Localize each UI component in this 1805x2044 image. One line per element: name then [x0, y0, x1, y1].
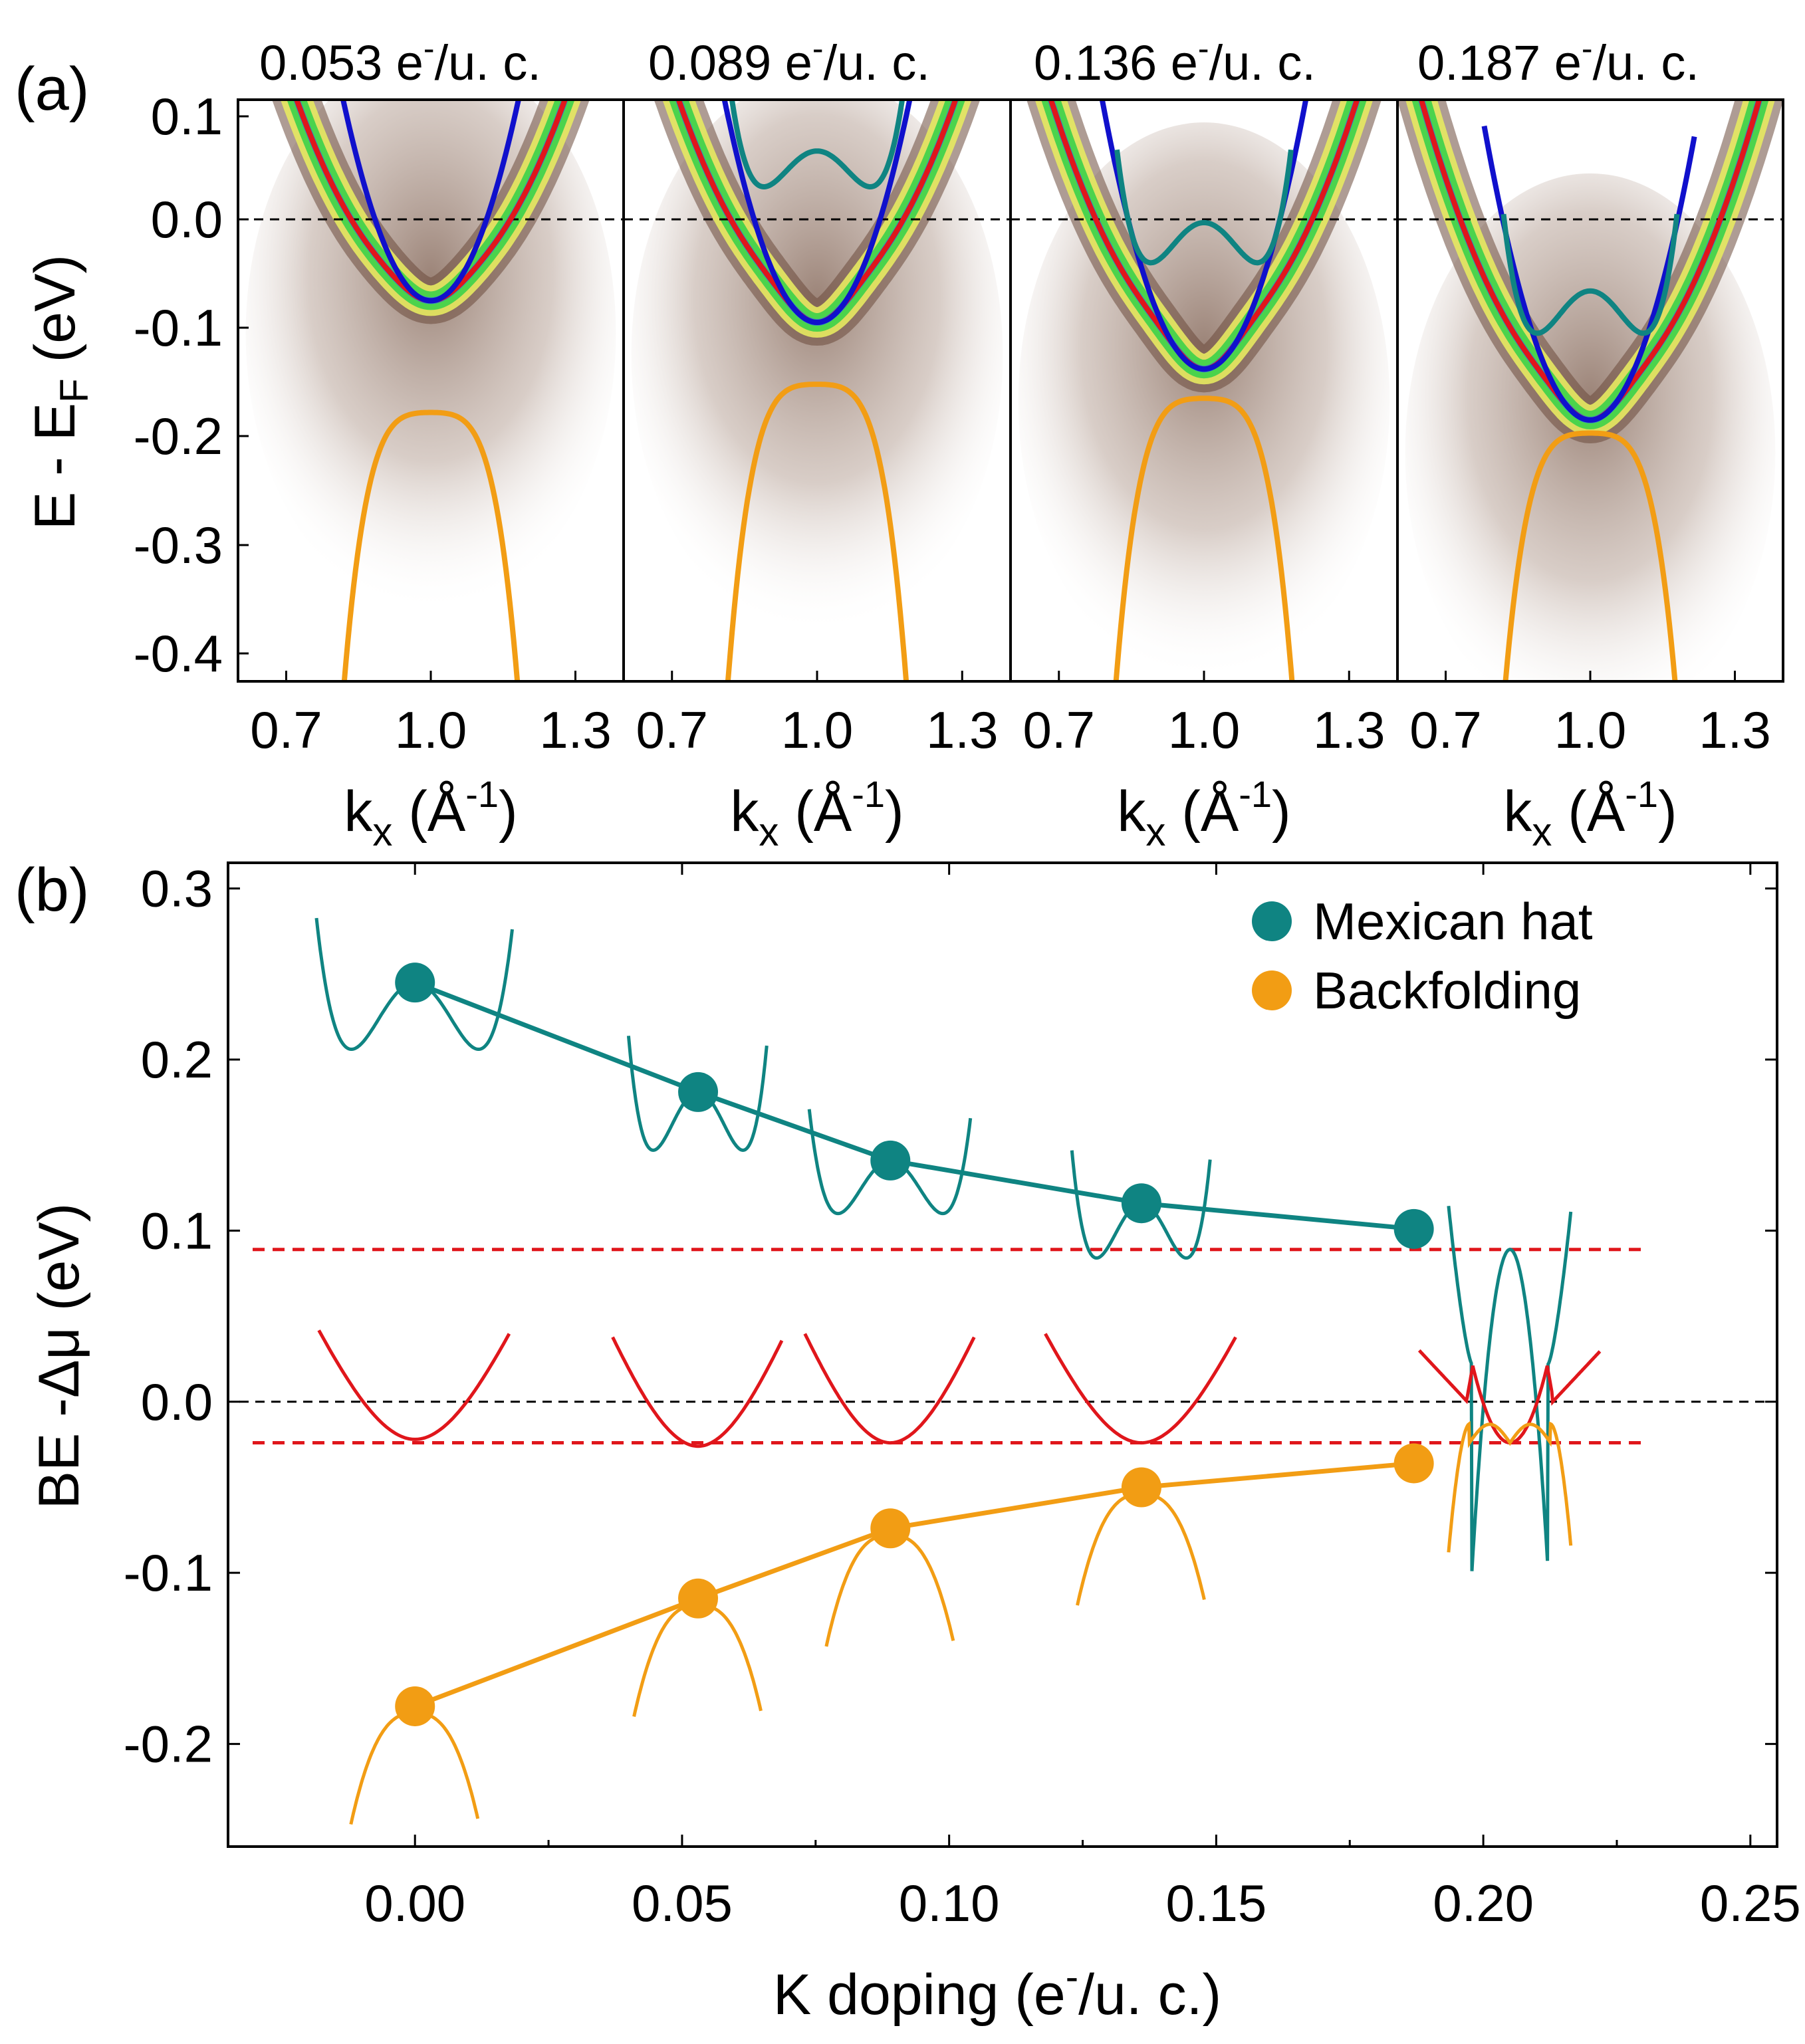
panel-b-label: (b) — [15, 856, 89, 924]
data-point-mexican-hat — [1393, 1208, 1434, 1249]
inset-hybrid-band — [317, 1329, 511, 1441]
backfolding-band-curve — [725, 382, 909, 681]
b-ytick-label: 0.1 — [141, 1201, 213, 1260]
panel-b-ylabel: BE -Δμ (eV) — [27, 1203, 91, 1510]
a-ytick--0.3: -0.3 — [134, 516, 223, 574]
series-line-mexican-hat — [414, 980, 1415, 1232]
panel-a-ylabel: E - EF (eV) — [23, 255, 96, 530]
data-point-backfolding — [395, 1686, 435, 1726]
b-ytick-label: 0.2 — [141, 1030, 213, 1089]
data-point-mexican-hat — [1121, 1183, 1161, 1224]
data-point-mexican-hat — [395, 963, 435, 1003]
panel-b-xlabel: K doping (e-/u. c.) — [773, 1956, 1221, 2027]
backfolding-band-curve — [1113, 396, 1295, 681]
legend-marker-mexican-hat — [1252, 901, 1292, 941]
b-xtick-label: 0.20 — [1433, 1874, 1534, 1932]
a-xlabel: kx (Å-1) — [1117, 773, 1290, 854]
legend: Mexican hat Backfolding — [1252, 892, 1593, 1020]
b-ytick-label: 0.0 — [141, 1373, 213, 1431]
panel-a: (a) 0.053 e-/u. c. 0.089 e-/u. c. 0.136 … — [15, 30, 1784, 854]
svg-text:0.089 e-/u. c.: 0.089 e-/u. c. — [648, 30, 930, 90]
a-ytick-0.1: 0.1 — [151, 87, 223, 146]
a-xtick-label: 0.7 — [1023, 701, 1095, 759]
panel-a-x-labels: kx (Å-1) kx (Å-1) kx (Å-1) kx (Å-1) — [344, 773, 1677, 854]
panel-a-title-4: 0.187 e-/u. c. — [1417, 30, 1699, 90]
data-point-mexican-hat — [870, 1140, 911, 1181]
panel-b-series — [395, 963, 1434, 1726]
a-xtick-label: 0.7 — [636, 701, 708, 759]
panel-b-band-insets — [314, 917, 1602, 1825]
legend-label-mexican-hat: Mexican hat — [1313, 892, 1593, 951]
backfolding-band-curve — [1503, 430, 1678, 681]
legend-label-backfolding: Backfolding — [1313, 961, 1581, 1020]
inset-hybrid-band — [1417, 1349, 1602, 1445]
a-ytick--0.2: -0.2 — [134, 407, 223, 465]
svg-text:0.187 e-/u. c.: 0.187 e-/u. c. — [1417, 30, 1699, 90]
data-point-backfolding — [1393, 1443, 1434, 1484]
b-ytick-label: -0.2 — [124, 1715, 213, 1773]
backfolding-band-curve — [341, 409, 521, 681]
mexican-hat-band-curve — [1114, 149, 1294, 266]
a-xtick-label: 1.3 — [1313, 701, 1385, 759]
panel-a-y-ticks: 0.1 0.0 -0.1 -0.2 -0.3 -0.4 — [134, 87, 249, 683]
inset-backfolding-band — [349, 1711, 480, 1825]
b-xtick-label: 0.05 — [632, 1874, 733, 1932]
data-point-backfolding — [1121, 1467, 1161, 1508]
a-xtick-label: 1.0 — [781, 701, 853, 759]
data-point-backfolding — [870, 1508, 911, 1549]
inset-backfolding-band — [824, 1533, 955, 1647]
electron-band-curve — [1481, 125, 1697, 423]
b-ytick-label: 0.3 — [141, 859, 213, 918]
a-xtick-label: 1.3 — [926, 701, 998, 759]
a-xtick-label: 1.3 — [539, 701, 611, 759]
inset-backfolding-band — [1447, 1420, 1573, 1553]
band-curves — [238, 100, 1783, 681]
a-ytick-0.0: 0.0 — [151, 190, 223, 249]
panel-b-frame — [227, 861, 1778, 1848]
panel-a-title-3: 0.136 e-/u. c. — [1034, 30, 1316, 90]
a-ytick--0.1: -0.1 — [134, 298, 223, 357]
a-xtick-label: 0.7 — [250, 701, 322, 759]
mexican-hat-band-curve — [729, 100, 905, 189]
electron-band-curve — [721, 100, 913, 326]
panel-a-title-2: 0.089 e-/u. c. — [648, 30, 930, 90]
panel-a-x-ticks: 0.7 1.0 1.3 0.7 1.0 1.3 0.7 1.0 1.3 0.7 1.0 1.3 — [250, 671, 1771, 759]
a-xlabel: kx (Å-1) — [344, 773, 517, 854]
inset-hybrid-band — [803, 1333, 976, 1445]
a-ytick--0.4: -0.4 — [134, 624, 223, 683]
series-line-backfolding — [414, 1460, 1415, 1709]
inset-backfolding-band — [1076, 1492, 1206, 1606]
a-xtick-label: 1.0 — [1168, 701, 1240, 759]
data-point-backfolding — [678, 1578, 719, 1619]
a-xtick-label: 1.0 — [1554, 701, 1626, 759]
electron-band-curve — [340, 100, 521, 304]
panel-b: (b) 0.3 0.2 0.1 0.0 -0.1 -0.2 0.00 0.05 0.10 0.15… — [15, 856, 1801, 2027]
inset-hybrid-band — [611, 1336, 784, 1448]
a-xlabel: kx (Å-1) — [1503, 773, 1677, 854]
b-xtick-label: 0.15 — [1165, 1874, 1266, 1932]
b-xtick-label: 0.10 — [899, 1874, 1000, 1932]
panel-a-title-1: 0.053 e-/u. c. — [259, 30, 541, 90]
panel-b-reference-lines — [239, 1248, 1765, 1445]
svg-text:0.136 e-/u. c.: 0.136 e-/u. c. — [1034, 30, 1316, 90]
data-point-mexican-hat — [678, 1072, 719, 1112]
legend-marker-backfolding — [1252, 970, 1292, 1010]
b-ytick-label: -0.1 — [124, 1543, 213, 1602]
svg-text:0.053 e-/u. c.: 0.053 e-/u. c. — [259, 30, 541, 90]
b-xtick-label: 0.00 — [364, 1874, 465, 1932]
a-xtick-label: 1.3 — [1699, 701, 1770, 759]
inset-hybrid-band — [1044, 1333, 1237, 1445]
a-xlabel: kx (Å-1) — [730, 773, 903, 854]
a-xtick-label: 1.0 — [395, 701, 467, 759]
panel-a-label: (a) — [15, 55, 89, 123]
a-xtick-label: 0.7 — [1409, 701, 1481, 759]
mexican-hat-band-curve — [1501, 213, 1680, 336]
inset-mexican-hat — [1447, 1206, 1573, 1571]
inset-backfolding-band — [632, 1603, 763, 1717]
b-xtick-label: 0.25 — [1700, 1874, 1801, 1932]
panel-b-ticks: 0.3 0.2 0.1 0.0 -0.1 -0.2 0.00 0.05 0.10 0.15 0.20… — [124, 859, 1801, 1932]
